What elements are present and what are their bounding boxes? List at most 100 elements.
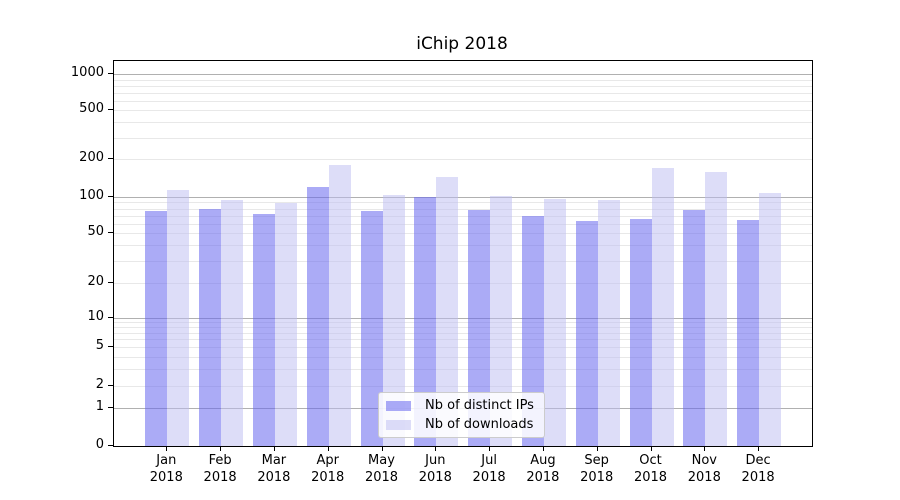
x-tick-year: 2018 (687, 470, 721, 485)
x-tick-year: 2018 (580, 470, 614, 485)
x-tick-month: Jan (156, 453, 177, 468)
minor-gridline (114, 85, 812, 87)
x-tick-label: Aug 2018 (511, 452, 575, 486)
y-tick-mark (108, 195, 113, 197)
bar-ips-mar (252, 214, 275, 446)
legend: Nb of distinct IPs Nb of downloads (378, 392, 545, 438)
x-tick-month: Oct (639, 453, 662, 468)
x-tick-month: Mar (261, 453, 287, 468)
major-gridline (114, 74, 812, 76)
minor-gridline (114, 332, 812, 334)
legend-swatch-distinct-ips (386, 400, 411, 411)
x-tick-label: Apr 2018 (296, 452, 360, 486)
legend-label-downloads: Nb of downloads (425, 417, 534, 432)
legend-item-distinct-ips: Nb of distinct IPs (386, 398, 534, 413)
y-tick-label: 1 (95, 398, 104, 414)
legend-swatch-downloads (386, 419, 411, 430)
major-gridline (114, 317, 812, 319)
y-tick-mark (108, 385, 113, 386)
x-tick-mark (220, 446, 222, 451)
x-tick-year: 2018 (526, 470, 560, 485)
bar-ips-apr (306, 186, 329, 446)
x-tick-year: 2018 (741, 470, 775, 485)
y-tick-mark (108, 109, 113, 111)
bar-ips-feb (199, 208, 222, 446)
x-tick-month: Nov (691, 453, 717, 468)
x-tick-month: Jul (481, 453, 497, 468)
y-tick-label: 2 (95, 377, 104, 392)
x-tick-mark (327, 446, 329, 451)
x-tick-mark (758, 446, 760, 451)
minor-gridline (114, 215, 812, 217)
y-tick-label: 0 (95, 437, 104, 452)
x-tick-year: 2018 (418, 470, 452, 485)
bar-downloads-jul (490, 196, 513, 446)
x-tick-mark (273, 446, 275, 451)
minor-gridline (114, 347, 812, 348)
minor-gridline (114, 92, 812, 94)
bar-downloads-nov (705, 172, 728, 446)
minor-gridline (114, 386, 812, 387)
minor-gridline (114, 159, 812, 161)
x-tick-year: 2018 (149, 470, 183, 485)
legend-item-downloads: Nb of downloads (386, 417, 534, 432)
minor-gridline (114, 339, 812, 341)
y-tick-label: 200 (79, 150, 104, 166)
x-tick-label: Jul 2018 (457, 452, 521, 486)
y-tick-mark (108, 445, 113, 446)
x-tick-year: 2018 (364, 470, 399, 485)
y-tick-label: 1000 (70, 65, 104, 81)
x-tick-month: Sep (584, 453, 609, 468)
bar-downloads-jun (436, 176, 459, 446)
x-tick-mark (489, 446, 491, 451)
bar-downloads-oct (651, 168, 674, 446)
x-tick-label: Jan 2018 (134, 452, 198, 486)
y-tick-mark (108, 158, 113, 160)
x-tick-mark (650, 446, 652, 451)
x-tick-mark (542, 446, 544, 451)
bar-ips-jul (468, 209, 491, 446)
bar-ips-nov (683, 209, 706, 446)
bar-ips-aug (521, 215, 544, 446)
x-tick-label: May 2018 (350, 452, 414, 486)
bar-downloads-dec (759, 193, 782, 446)
x-tick-mark (596, 446, 598, 451)
x-tick-year: 2018 (633, 470, 668, 485)
minor-gridline (114, 79, 812, 81)
minor-gridline (114, 368, 812, 370)
x-tick-year: 2018 (311, 470, 345, 485)
bar-ips-sep (575, 221, 598, 446)
minor-gridline (114, 122, 812, 124)
bar-downloads-apr (328, 164, 351, 446)
y-tick-label: 20 (87, 273, 104, 289)
bar-ips-oct (629, 218, 652, 446)
minor-gridline (114, 245, 812, 247)
x-tick-label: Dec 2018 (726, 452, 790, 486)
x-tick-label: Sep 2018 (565, 452, 629, 486)
x-tick-month: May (368, 453, 395, 468)
y-tick-label: 50 (87, 224, 104, 240)
x-tick-label: Nov 2018 (672, 452, 736, 486)
y-tick-mark (108, 281, 113, 283)
minor-gridline (114, 233, 812, 235)
x-tick-mark (166, 446, 168, 451)
bar-downloads-sep (597, 199, 620, 446)
chart-title: iChip 2018 (416, 34, 508, 54)
plot-area: Nb of distinct IPs Nb of downloads (113, 60, 813, 447)
x-tick-month: Dec (745, 453, 771, 468)
minor-gridline (114, 327, 812, 329)
minor-gridline (114, 202, 812, 204)
minor-gridline (114, 208, 812, 210)
x-tick-label: Feb 2018 (188, 452, 252, 486)
y-tick-mark (108, 232, 113, 234)
x-tick-label: Jun 2018 (403, 452, 467, 486)
bar-ips-jun (414, 196, 437, 446)
bar-ips-jan (145, 211, 168, 446)
legend-label-distinct-ips: Nb of distinct IPs (425, 398, 534, 413)
bar-downloads-feb (221, 200, 244, 446)
y-tick-mark (108, 406, 113, 408)
y-tick-label: 10 (87, 308, 104, 324)
bar-downloads-aug (543, 198, 566, 446)
minor-gridline (114, 356, 812, 358)
x-tick-month: Aug (530, 453, 556, 468)
